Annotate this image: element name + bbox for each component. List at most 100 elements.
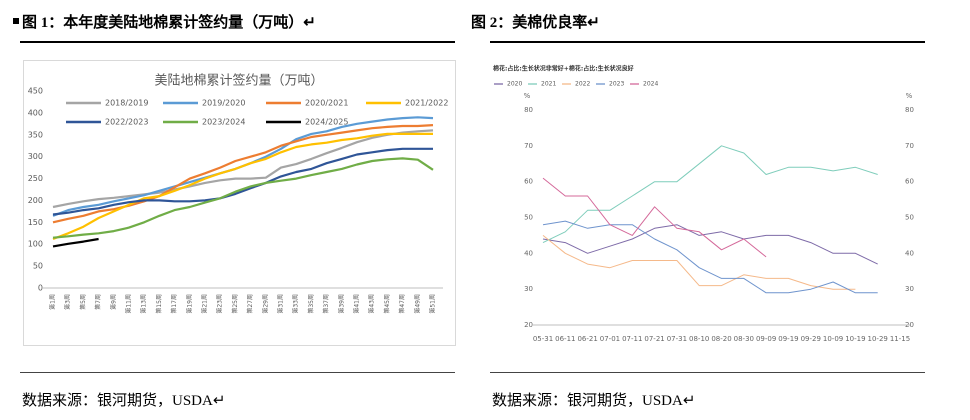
y-tick-label: 50 — [33, 262, 43, 271]
legend-label: 2019/2020 — [202, 99, 245, 108]
series-line — [52, 147, 433, 216]
legend-label: 2023/2024 — [202, 118, 245, 127]
y2-tick-label: 60 — [905, 178, 914, 186]
series-line — [52, 132, 433, 241]
legend-label: 2024 — [643, 81, 658, 88]
x-tick-label: 第1周 — [49, 294, 57, 310]
chart-subtitle: 棉花:占比:生长状况非常好+棉花:占比:生长状况良好 — [493, 65, 634, 73]
legend-label: 2022 — [575, 81, 590, 88]
y-tick-label: 300 — [28, 152, 43, 161]
x-tick-label: 第19周 — [185, 294, 193, 314]
x-tick-label: 第11周 — [125, 294, 133, 314]
x-tick-label: 08-30 — [734, 335, 754, 343]
y-tick-label: 20 — [524, 321, 533, 329]
y-tick-label: 250 — [28, 174, 43, 183]
rule — [490, 372, 925, 373]
x-tick-label: 第45周 — [383, 294, 391, 314]
y2-tick-label: 30 — [905, 285, 914, 293]
y-tick-label: 350 — [28, 130, 43, 139]
series-line — [542, 177, 767, 258]
legend-label: 2022/2023 — [105, 118, 148, 127]
y-tick-label: 150 — [28, 218, 43, 227]
chart: 棉花:占比:生长状况非常好+棉花:占比:生长状况良好 20 30 40 50 60 70 80… — [493, 65, 914, 344]
x-tick-label: 第27周 — [246, 294, 254, 314]
x-tick-label: 07-11 — [622, 335, 642, 343]
y-tick-label: 70 — [524, 142, 533, 150]
x-tick-label: 第7周 — [94, 294, 102, 310]
x-tick-label: 第17周 — [170, 294, 178, 314]
y-tick-label: 40 — [524, 249, 533, 257]
chart-title: 美陆地棉累计签约量（万吨） — [154, 73, 323, 89]
x-tick-label: 10-09 — [823, 335, 843, 343]
legend-label: 2020 — [507, 81, 522, 88]
x-tick-label: 第35周 — [307, 294, 315, 314]
x-tick-label: 第3周 — [64, 294, 72, 310]
series-line — [542, 145, 878, 244]
x-tick-label: 07-31 — [667, 335, 687, 343]
x-tick-label: 第25周 — [231, 294, 239, 314]
x-tick-label: 第9周 — [109, 294, 117, 310]
y-tick-label: 450 — [28, 87, 43, 96]
figure-source: 数据来源：银河期货，USDA↵ — [22, 393, 226, 409]
x-tick-label: 第15周 — [155, 294, 163, 314]
x-tick-label: 第33周 — [292, 294, 300, 314]
x-tick-label: 第51周 — [429, 294, 437, 314]
series-line — [52, 237, 99, 248]
x-tick-label: 06-21 — [577, 335, 597, 343]
series-line — [52, 129, 434, 209]
y-tick-label: 0 — [38, 284, 43, 293]
x-tick-label: 07-21 — [644, 335, 664, 343]
y2-axis-label: % — [906, 92, 913, 100]
y-tick-label: 80 — [524, 106, 533, 114]
x-tick-label: 第41周 — [353, 294, 361, 314]
series-line — [542, 220, 878, 294]
y-tick-label: 200 — [28, 196, 43, 205]
legend-label: 2020/2021 — [305, 99, 348, 108]
legend-label: 2024/2025 — [305, 118, 348, 127]
x-tick-label: 第31周 — [277, 294, 285, 314]
y-tick-label: 60 — [524, 178, 533, 186]
y2-tick-label: 80 — [905, 106, 914, 114]
series-line — [52, 157, 434, 239]
x-tick-label: 07-01 — [600, 335, 620, 343]
x-tick-label: 第23周 — [216, 294, 224, 314]
x-tick-label: 第5周 — [79, 294, 87, 310]
x-tick-label: 第13周 — [140, 294, 148, 314]
legend-label: 2018/2019 — [105, 99, 148, 108]
y-axis-label: % — [524, 92, 531, 100]
series-line — [542, 235, 856, 290]
x-tick-label: 第37周 — [322, 294, 330, 314]
series-line — [542, 224, 878, 265]
x-tick-label: 09-09 — [756, 335, 776, 343]
figure-caption: 图 2：美棉优良率↵ — [471, 15, 600, 31]
y2-tick-label: 40 — [905, 249, 914, 257]
x-tick-label: 11-15 — [890, 335, 910, 343]
y2-tick-label: 50 — [905, 214, 914, 222]
legend-label: 2023 — [609, 81, 624, 88]
legend-label: 2021/2022 — [405, 99, 448, 108]
series-line — [52, 124, 434, 224]
x-tick-label: 第39周 — [337, 294, 345, 314]
x-tick-label: 08-10 — [689, 335, 709, 343]
figure-source: 数据来源：银河期货，USDA↵ — [492, 393, 696, 409]
rule — [490, 41, 925, 43]
figure-caption: 图 1：本年度美陆地棉累计签约量（万吨）↵ — [22, 15, 316, 31]
bullet — [13, 18, 19, 24]
legend-label: 2021 — [541, 81, 556, 88]
x-tick-label: 第43周 — [368, 294, 376, 314]
x-tick-label: 09-19 — [778, 335, 798, 343]
x-tick-label: 09-29 — [801, 335, 821, 343]
y-tick-label: 100 — [28, 240, 43, 249]
y-tick-label: 30 — [524, 285, 533, 293]
x-tick-label: 08-20 — [711, 335, 731, 343]
x-tick-label: 第21周 — [201, 294, 209, 314]
x-tick-label: 10-29 — [868, 335, 888, 343]
chart: 美陆地棉累计签约量（万吨） 0 50 100 150 200 250 300 350 400 450… — [23, 60, 456, 346]
rule — [20, 372, 455, 373]
x-tick-label: 10-19 — [845, 335, 865, 343]
x-tick-label: 05-31 — [533, 335, 553, 343]
y-tick-label: 400 — [28, 108, 43, 117]
y-tick-label: 50 — [524, 214, 533, 222]
y2-tick-label: 70 — [905, 142, 914, 150]
